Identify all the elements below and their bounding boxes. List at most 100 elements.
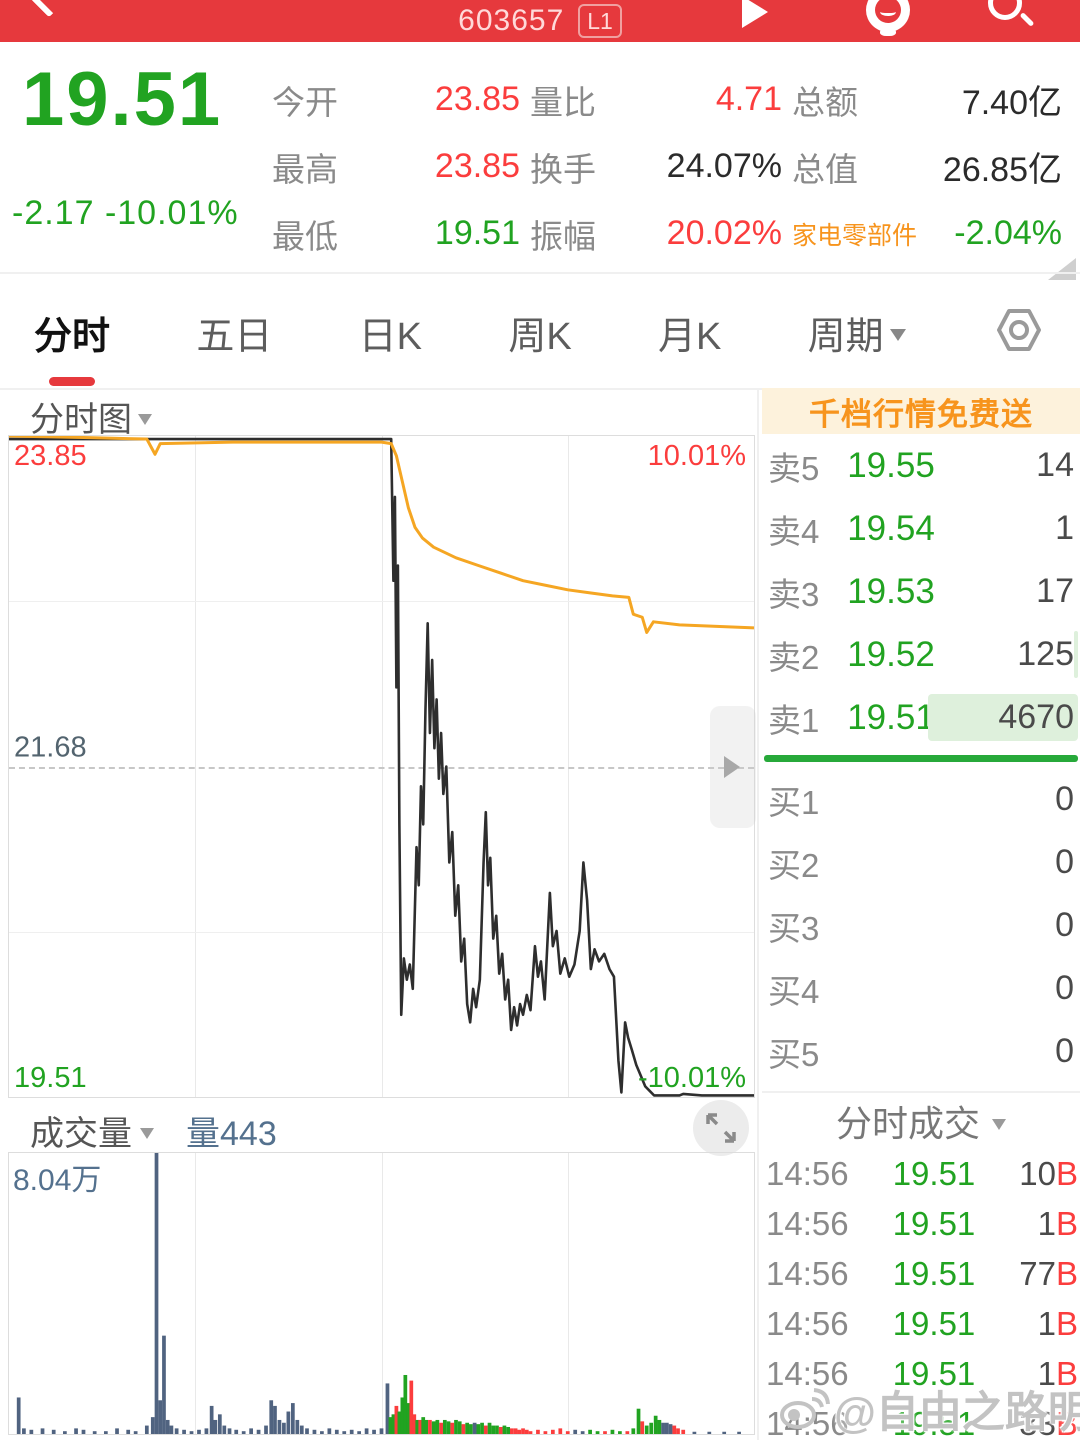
volume-chart[interactable]: 8.04万 bbox=[8, 1152, 755, 1435]
tab-周K[interactable]: 周K bbox=[508, 305, 571, 360]
play-icon[interactable] bbox=[742, 0, 768, 28]
stat-value: 20.02% bbox=[666, 214, 782, 252]
volume-bar bbox=[22, 1428, 26, 1434]
volume-bar bbox=[424, 1419, 429, 1434]
volume-bar bbox=[269, 1400, 274, 1434]
level-price: 19.54 bbox=[847, 508, 935, 548]
trade-row[interactable]: 14:56 19.51 33B bbox=[762, 1399, 1080, 1440]
stat-cell: 最低 19.51 bbox=[272, 200, 530, 267]
watermark: @自由之路明羽佳 bbox=[778, 1378, 1080, 1440]
stat-cell: 换手 24.07% bbox=[530, 133, 792, 200]
volume-bar bbox=[524, 1429, 529, 1434]
sell-row-卖1[interactable]: 卖1 19.51 4670 bbox=[762, 686, 1080, 749]
chart-max-pct-label: 10.01% bbox=[647, 440, 746, 472]
gear-icon[interactable] bbox=[992, 303, 1046, 362]
volume-bar bbox=[480, 1422, 484, 1434]
stock-code: 603657 bbox=[458, 4, 565, 37]
average-line bbox=[9, 436, 754, 632]
trade-row[interactable]: 14:56 19.51 1B bbox=[762, 1199, 1080, 1249]
volume-bar bbox=[372, 1429, 376, 1434]
trade-time: 14:56 bbox=[766, 1205, 849, 1242]
gridline bbox=[381, 1153, 383, 1434]
expand-corner-icon[interactable] bbox=[1048, 258, 1076, 280]
volume-bar bbox=[502, 1425, 507, 1434]
gridline bbox=[9, 931, 754, 933]
volume-bar bbox=[209, 1405, 214, 1434]
sell-row-卖3[interactable]: 卖3 19.53 17 bbox=[762, 560, 1080, 623]
tab-五日[interactable]: 五日 bbox=[196, 305, 272, 360]
quote-stats-grid: 今开 23.85 量比 4.71 总额 7.40亿 最高 23.85 换手 24.07% 总值 26.… bbox=[272, 66, 1072, 267]
level-label: 卖4 bbox=[768, 512, 820, 550]
current-price: 19.51 bbox=[22, 57, 223, 142]
volume-bar bbox=[640, 1421, 645, 1434]
volume-bar bbox=[394, 1405, 399, 1434]
volume-bar bbox=[81, 1429, 86, 1434]
trade-price: 19.51 bbox=[892, 1355, 976, 1392]
promo-banner[interactable]: 千档行情免费送 bbox=[762, 388, 1080, 434]
volume-bar bbox=[169, 1425, 174, 1434]
buy-row-买4[interactable]: 买4 0 bbox=[762, 957, 1080, 1020]
trade-row[interactable]: 14:56 19.51 1B bbox=[762, 1299, 1080, 1349]
level-label: 卖1 bbox=[768, 701, 820, 739]
intraday-price-chart[interactable]: 23.85 10.01% 21.68 19.51 -10.01% bbox=[8, 435, 756, 1098]
volume-bar bbox=[454, 1419, 458, 1434]
volume-bar bbox=[241, 1431, 246, 1434]
volume-bar bbox=[664, 1422, 669, 1434]
volume-bar bbox=[158, 1400, 163, 1434]
buy-row-买1[interactable]: 买1 0 bbox=[762, 768, 1080, 831]
volume-bar bbox=[631, 1428, 636, 1434]
volume-bar bbox=[277, 1419, 282, 1434]
sell-row-卖5[interactable]: 卖5 19.55 14 bbox=[762, 434, 1080, 497]
volume-bar bbox=[174, 1428, 179, 1434]
buy-row-买5[interactable]: 买5 0 bbox=[762, 1020, 1080, 1083]
tab-日K[interactable]: 日K bbox=[359, 305, 422, 360]
buy-row-买3[interactable]: 买3 0 bbox=[762, 894, 1080, 957]
volume-bar bbox=[506, 1426, 511, 1434]
trade-row[interactable]: 14:56 19.51 10B bbox=[762, 1149, 1080, 1199]
volume-bar bbox=[428, 1419, 432, 1434]
tab-月K[interactable]: 月K bbox=[658, 305, 721, 360]
volume-bar bbox=[495, 1425, 499, 1434]
trade-row[interactable]: 14:56 19.51 1B bbox=[762, 1349, 1080, 1399]
volume-bar bbox=[644, 1425, 649, 1434]
level-quantity: 125 bbox=[1017, 635, 1074, 673]
trades-title[interactable]: 分时成交 bbox=[762, 1093, 1080, 1149]
trade-price: 19.51 bbox=[892, 1255, 976, 1292]
tab-分时[interactable]: 分时 bbox=[34, 305, 110, 386]
volume-bar bbox=[618, 1431, 622, 1434]
volume-bar bbox=[40, 1428, 45, 1434]
volume-bar bbox=[573, 1429, 578, 1434]
volume-bar bbox=[144, 1425, 149, 1434]
volume-bar bbox=[286, 1411, 291, 1434]
volume-bar bbox=[450, 1422, 455, 1434]
bid-ask-separator bbox=[764, 755, 1078, 762]
chevron-down-icon bbox=[140, 1128, 154, 1139]
volume-bar bbox=[513, 1428, 518, 1434]
volume-bar bbox=[334, 1429, 339, 1434]
volume-pane-selector[interactable]: 成交量 bbox=[30, 1115, 132, 1153]
stat-cell: 最高 23.85 bbox=[272, 133, 530, 200]
tab-周期[interactable]: 周期 bbox=[808, 305, 906, 360]
search-icon[interactable] bbox=[988, 0, 1022, 20]
volume-bar bbox=[636, 1408, 641, 1434]
volume-current-value: 量443 bbox=[186, 1115, 277, 1153]
volume-bar bbox=[282, 1422, 286, 1434]
buy-row-买2[interactable]: 买2 0 bbox=[762, 831, 1080, 894]
sell-row-卖2[interactable]: 卖2 19.52 125 bbox=[762, 623, 1080, 686]
level-quantity: 4670 bbox=[998, 698, 1074, 736]
volume-bar bbox=[528, 1431, 533, 1434]
sell-row-卖4[interactable]: 卖4 19.54 1 bbox=[762, 497, 1080, 560]
volume-bar bbox=[707, 1431, 712, 1434]
trade-row[interactable]: 14:56 19.51 77B bbox=[762, 1249, 1080, 1299]
chart-type-selector[interactable]: 分时图 bbox=[30, 392, 152, 441]
fullscreen-expand-button[interactable] bbox=[693, 1100, 749, 1156]
chart-type-label: 分时图 bbox=[30, 401, 132, 439]
volume-bar bbox=[692, 1431, 697, 1434]
chart-mid-price-label: 21.68 bbox=[14, 730, 87, 763]
chart-drag-handle[interactable] bbox=[710, 705, 756, 828]
volume-bar bbox=[115, 1428, 119, 1434]
customer-service-icon[interactable] bbox=[866, 0, 910, 36]
volume-bar bbox=[603, 1431, 607, 1434]
volume-bar bbox=[439, 1422, 443, 1434]
